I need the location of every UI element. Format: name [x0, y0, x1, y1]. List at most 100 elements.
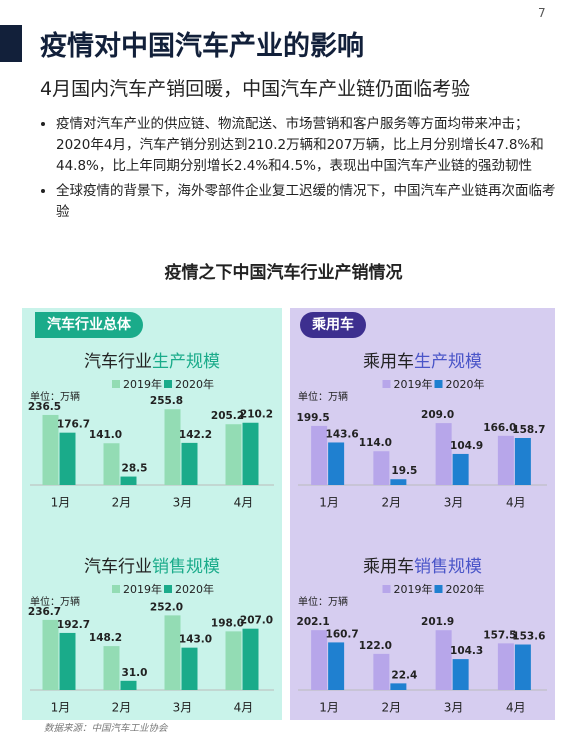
bar [164, 409, 181, 485]
bar [311, 630, 328, 690]
value-label: 201.9 [421, 616, 454, 628]
bar [435, 630, 452, 690]
bar [497, 435, 514, 485]
bar [242, 628, 259, 690]
chart-title: 乘用车销售规模 [363, 557, 482, 577]
x-tick-label: 3月 [173, 496, 193, 510]
page-number: 7 [538, 6, 546, 20]
legend-label: 2020年 [175, 582, 214, 596]
chart-title-part: 乘用车 [363, 352, 414, 372]
bar [497, 643, 514, 690]
chart-title-highlight: 销售规模 [152, 557, 220, 577]
bullet: 疫情对汽车产业的供应链、物流配送、市场营销和客户服务等方面均带来冲击；2020年… [56, 114, 556, 177]
value-label: 236.5 [28, 401, 61, 413]
value-label: 209.0 [421, 409, 454, 421]
bar [328, 642, 345, 690]
chart-title-highlight: 销售规模 [414, 557, 482, 577]
value-label: 114.0 [359, 437, 392, 449]
legend-label: 2020年 [175, 377, 214, 391]
bar [103, 443, 120, 485]
chart-title-part: 乘用车 [363, 557, 414, 577]
x-tick-label: 3月 [444, 496, 464, 510]
legend-label: 2020年 [446, 582, 485, 596]
value-label: 198.0 [211, 617, 244, 629]
page-title: 疫情对中国汽车产业的影响 [40, 31, 364, 62]
chart-title: 汽车行业销售规模 [84, 557, 220, 577]
value-label: 143.0 [179, 634, 212, 646]
value-label: 148.2 [89, 632, 122, 644]
value-label: 202.1 [297, 616, 330, 628]
x-tick-label: 1月 [51, 496, 71, 510]
bar [42, 414, 59, 485]
chart-title: 汽车行业生产规模 [84, 352, 220, 372]
bar [120, 476, 137, 485]
bar [225, 631, 242, 690]
value-label: 143.6 [326, 428, 359, 440]
value-label: 252.0 [150, 601, 183, 613]
unit-label: 单位：万辆 [30, 390, 80, 403]
x-tick-label: 4月 [234, 701, 254, 715]
bullet: 全球疫情的背景下，海外零部件企业复工迟缓的情况下，中国汽车产业链再次面临考验 [56, 181, 556, 223]
chart-title-part: 汽车行业 [84, 557, 152, 577]
x-tick-label: 4月 [234, 496, 254, 510]
legend-label: 2019年 [394, 377, 433, 391]
value-label: 255.8 [150, 395, 183, 407]
value-label: 210.2 [240, 409, 273, 421]
x-tick-label: 3月 [173, 701, 193, 715]
panel-label: 乘用车 [300, 312, 366, 338]
value-label: 28.5 [122, 463, 148, 475]
legend-label: 2019年 [123, 582, 162, 596]
bar [242, 422, 259, 485]
value-label: 236.7 [28, 606, 61, 618]
value-label: 19.5 [391, 465, 417, 477]
bar [59, 632, 76, 690]
bar [181, 442, 198, 485]
legend-label: 2020年 [446, 377, 485, 391]
chart-title: 乘用车生产规模 [363, 352, 482, 372]
bar [514, 644, 531, 690]
x-tick-label: 4月 [506, 496, 526, 510]
value-label: 176.7 [57, 419, 90, 431]
bar [373, 451, 390, 485]
value-label: 166.0 [483, 422, 516, 434]
value-label: 22.4 [391, 669, 417, 681]
value-label: 160.7 [326, 628, 359, 640]
bar [164, 615, 181, 690]
value-label: 142.2 [179, 429, 212, 441]
bar [225, 424, 242, 485]
legend-swatch [382, 380, 391, 388]
x-tick-label: 2月 [382, 496, 402, 510]
bar [42, 619, 59, 690]
chart-title-part: 汽车行业 [84, 352, 152, 372]
chart-title-highlight: 生产规模 [414, 352, 482, 372]
legend-swatch [112, 585, 120, 593]
bar [120, 680, 137, 690]
bar [373, 653, 390, 690]
value-label: 104.9 [450, 440, 483, 452]
x-tick-label: 1月 [51, 701, 71, 715]
legend-swatch [164, 585, 172, 593]
x-tick-label: 4月 [506, 701, 526, 715]
x-tick-label: 2月 [112, 701, 132, 715]
bar [452, 659, 469, 690]
unit-label: 单位：万辆 [30, 595, 80, 608]
legend-label: 2019年 [123, 377, 162, 391]
value-label: 153.6 [512, 631, 545, 643]
bar [452, 453, 469, 485]
bar [390, 683, 407, 690]
value-label: 104.3 [450, 645, 483, 657]
bar [328, 442, 345, 485]
bar [390, 479, 407, 485]
panel-label: 汽车行业总体 [35, 312, 143, 338]
legend-label: 2019年 [394, 582, 433, 596]
value-label: 141.0 [89, 429, 122, 441]
bar [514, 438, 531, 485]
value-label: 157.5 [483, 629, 516, 641]
x-tick-label: 2月 [382, 701, 402, 715]
bar [181, 647, 198, 690]
source-note: 数据来源：中国汽车工业协会 [44, 723, 168, 734]
